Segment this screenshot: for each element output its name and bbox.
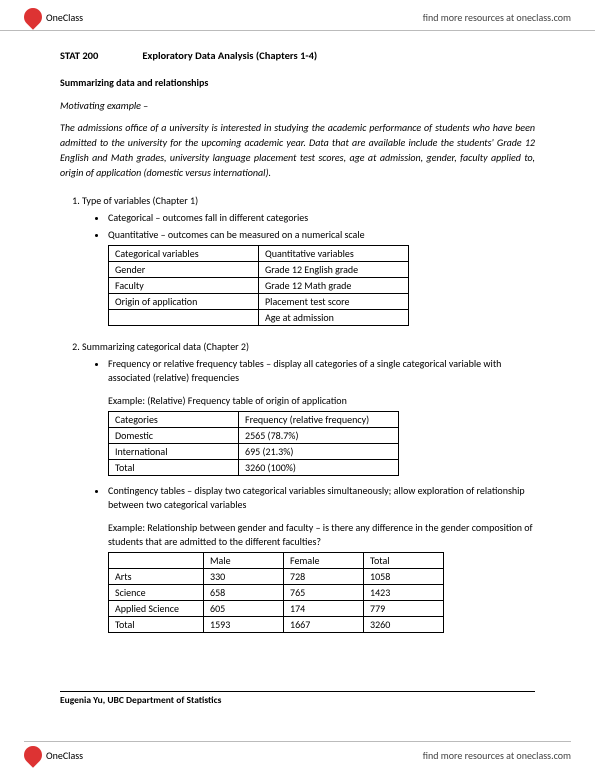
variables-table: Categorical variables Quantitative varia… xyxy=(108,245,409,326)
motivating-text: The admissions office of a university is… xyxy=(60,120,535,180)
doc-subheading: Summarizing data and relationships xyxy=(60,76,535,89)
frequency-table: CategoriesFrequency (relative frequency)… xyxy=(108,411,399,476)
section-2-bullets-2: Contingency tables – display two categor… xyxy=(82,484,535,511)
document-body: STAT 200 Exploratory Data Analysis (Chap… xyxy=(0,31,595,633)
course-code: STAT 200 xyxy=(60,49,140,62)
example-1-label: Example: (Relative) Frequency table of o… xyxy=(108,394,535,407)
brand-logo-footer: OneClass xyxy=(24,746,83,764)
section-2-heading: Summarizing categorical data (Chapter 2) xyxy=(82,340,249,353)
table-row: Science6587651423 xyxy=(109,585,444,601)
header-tagline[interactable]: find more resources at oneclass.com xyxy=(423,11,571,24)
table-row: International695 (21.3%) xyxy=(109,444,399,460)
table-header: Quantitative variables xyxy=(259,246,409,262)
table-row: FacultyGrade 12 Math grade xyxy=(109,278,409,294)
contingency-table: MaleFemaleTotal Arts3307281058 Science65… xyxy=(108,552,444,633)
doc-title: Exploratory Data Analysis (Chapters 1-4) xyxy=(142,49,317,62)
table-row: Total159316673260 xyxy=(109,617,444,633)
section-1-heading: Type of variables (Chapter 1) xyxy=(82,194,198,207)
section-2-bullets: Frequency or relative frequency tables –… xyxy=(82,357,535,384)
table-row: Origin of applicationPlacement test scor… xyxy=(109,294,409,310)
table-row: MaleFemaleTotal xyxy=(109,553,444,569)
motivating-label: Motivating example – xyxy=(60,99,535,112)
logo-mark-icon xyxy=(20,4,45,29)
table-row: Domestic2565 (78.7%) xyxy=(109,428,399,444)
list-item: Contingency tables – display two categor… xyxy=(108,484,535,511)
list-item: Frequency or relative frequency tables –… xyxy=(108,357,535,384)
table-row: CategoriesFrequency (relative frequency) xyxy=(109,412,399,428)
doc-title-row: STAT 200 Exploratory Data Analysis (Chap… xyxy=(60,49,535,62)
table-row: GenderGrade 12 English grade xyxy=(109,262,409,278)
example-2-label: Example: Relationship between gender and… xyxy=(108,521,535,548)
section-2: Summarizing categorical data (Chapter 2)… xyxy=(82,340,535,633)
page-header: OneClass find more resources at oneclass… xyxy=(0,0,595,31)
table-row: Age at admission xyxy=(109,310,409,326)
list-item: Categorical – outcomes fall in different… xyxy=(108,211,535,225)
brand-name: OneClass xyxy=(46,11,83,24)
page-footer-author: Eugenia Yu, UBC Department of Statistics xyxy=(60,691,535,706)
section-1-bullets: Categorical – outcomes fall in different… xyxy=(82,211,535,241)
table-row: Total3260 (100%) xyxy=(109,460,399,476)
footer-tagline[interactable]: find more resources at oneclass.com xyxy=(423,749,571,762)
table-row: Arts3307281058 xyxy=(109,569,444,585)
logo-mark-icon xyxy=(20,742,45,767)
list-item: Quantitative – outcomes can be measured … xyxy=(108,228,535,242)
table-row: Categorical variables Quantitative varia… xyxy=(109,246,409,262)
brand-name-footer: OneClass xyxy=(46,749,83,762)
page-footer-brand: OneClass find more resources at oneclass… xyxy=(24,741,571,764)
table-row: Applied Science605174779 xyxy=(109,601,444,617)
section-1: Type of variables (Chapter 1) Categorica… xyxy=(82,194,535,326)
brand-logo: OneClass xyxy=(24,8,83,26)
main-ordered-list: Type of variables (Chapter 1) Categorica… xyxy=(60,194,535,633)
table-header: Categorical variables xyxy=(109,246,259,262)
